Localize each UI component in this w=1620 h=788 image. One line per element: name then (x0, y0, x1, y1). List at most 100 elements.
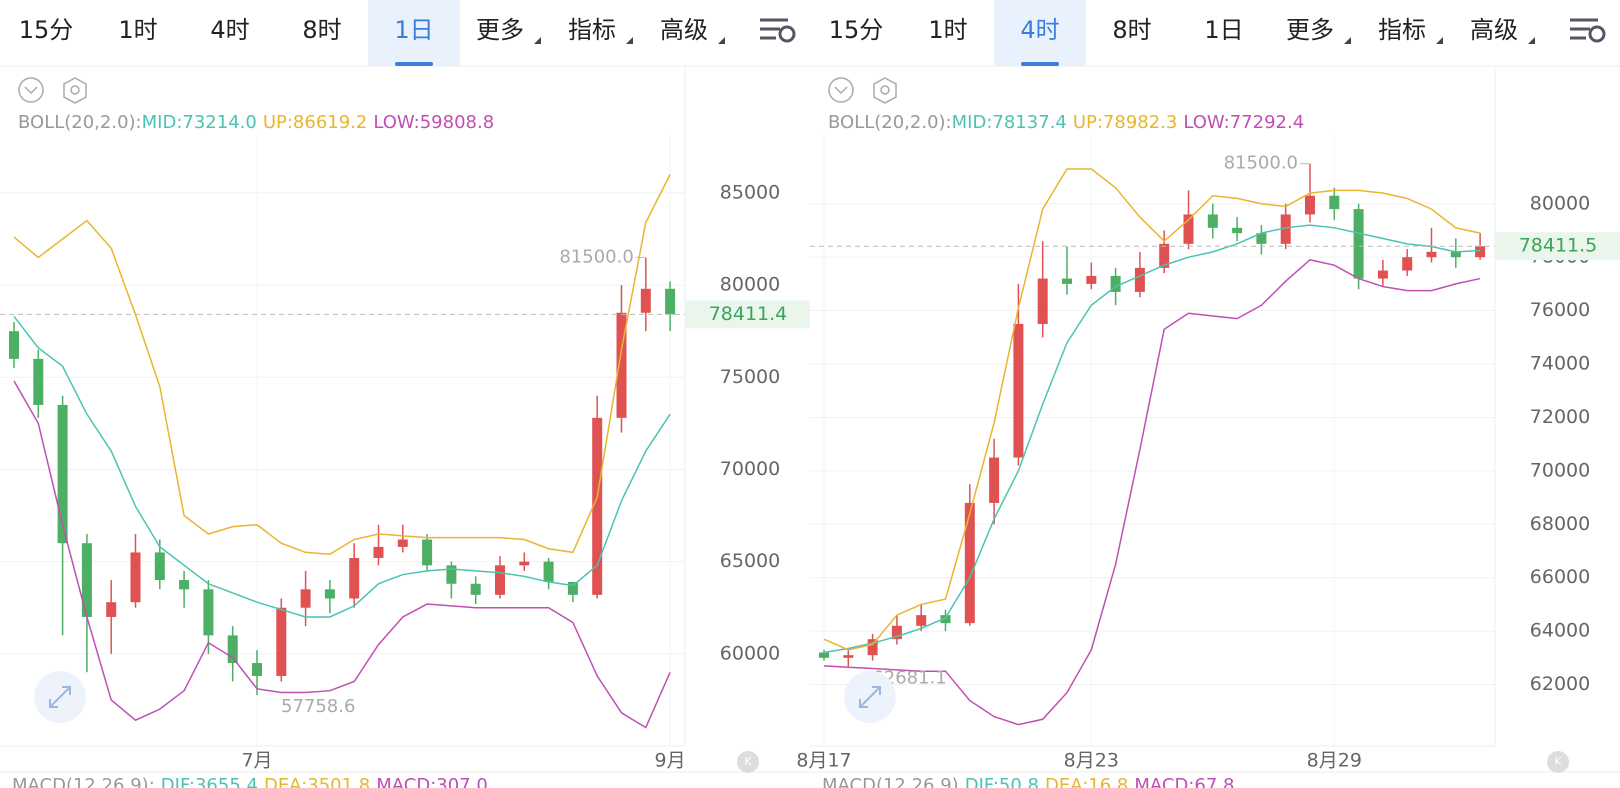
boll-line (13, 174, 671, 556)
collapse-icon[interactable] (828, 77, 854, 103)
tab[interactable]: 1日 (1204, 16, 1243, 44)
last-price-label: 78411.4 (709, 303, 788, 325)
candle-body (1134, 267, 1145, 292)
candle-body (640, 288, 651, 313)
candle-body (1402, 257, 1413, 271)
tab[interactable]: 4时 (1020, 16, 1059, 44)
candle-body (1280, 214, 1291, 244)
collapse-icon (834, 86, 848, 95)
max-label: 81500.0 (1224, 153, 1298, 174)
candle-body (81, 543, 92, 617)
candle-body (1159, 243, 1170, 268)
candle-body (616, 312, 627, 418)
y-tick-label: 80000 (1530, 192, 1590, 214)
y-tick-label: 65000 (720, 550, 780, 572)
tab[interactable]: 更多 (1286, 16, 1334, 44)
macd-value: DEA:3501.8 (264, 775, 370, 788)
candle-body (300, 589, 311, 608)
tab[interactable]: 指标 (568, 16, 616, 44)
candle-body (1232, 227, 1243, 234)
settings-icon[interactable] (1570, 18, 1598, 40)
candle-body (1475, 246, 1486, 258)
settings-icon[interactable] (778, 25, 796, 43)
tab[interactable]: 15分 (829, 16, 884, 44)
dropdown-arrow (534, 37, 541, 44)
macd-label: MACD(12,26,9): (12, 775, 155, 788)
tab[interactable]: 8时 (1112, 16, 1151, 44)
y-tick-label: 70000 (720, 458, 780, 480)
candle-body (203, 589, 214, 636)
x-tick-label: 8月29 (1307, 750, 1362, 772)
candle-body (964, 502, 975, 624)
candle-body (843, 655, 854, 658)
candle-body (1450, 251, 1461, 258)
indicator-label: BOLL(20,2.0): (18, 112, 142, 133)
candle-body (1426, 251, 1437, 258)
candle-body (470, 583, 481, 595)
y-tick-label: 66000 (1530, 566, 1590, 588)
tab-active-bg (368, 0, 460, 66)
macd-value: DIF:3655.4 (161, 775, 258, 788)
min-label: 57758.6 (281, 696, 355, 717)
tab[interactable]: 更多 (476, 16, 524, 44)
tab[interactable]: 4时 (210, 16, 249, 44)
tab[interactable]: 8时 (302, 16, 341, 44)
candle-body (592, 417, 603, 595)
candle-body (1110, 275, 1121, 292)
tab[interactable]: 指标 (1378, 16, 1426, 44)
tab-active-bg (994, 0, 1086, 66)
k-button[interactable] (737, 751, 759, 773)
settings-hex[interactable] (63, 77, 87, 104)
macd-header: MACD(12,26,9): DIF:3655.4 DEA:3501.8 MACD:3… (12, 775, 488, 788)
candle-body (891, 625, 902, 640)
tab[interactable]: 高级 (1470, 16, 1518, 44)
dropdown-arrow (718, 37, 725, 44)
candle-body (1062, 278, 1072, 284)
collapse-icon[interactable] (18, 77, 44, 103)
candle-body (1377, 270, 1388, 279)
y-tick-label: 72000 (1530, 406, 1590, 428)
candle-body (324, 589, 335, 599)
legend-entry: UP:78982.3 (1073, 112, 1178, 133)
y-tick-label: 62000 (1530, 673, 1590, 695)
macd-value: DIF:50.8 (965, 775, 1039, 788)
x-tick-label: 8月17 (796, 750, 851, 772)
y-tick-label: 74000 (1530, 353, 1590, 375)
legend-entry: MID:78137.4 (952, 112, 1067, 133)
settings-icon[interactable] (1588, 25, 1606, 43)
settings-icon[interactable] (760, 18, 788, 40)
tab[interactable]: 1日 (394, 16, 433, 44)
y-tick-label: 60000 (720, 642, 780, 664)
candle-body (349, 557, 360, 599)
legend-entry: UP:86619.2 (263, 112, 368, 133)
indicator-header: BOLL(20,2.0):MID:73214.0 UP:86619.2 LOW:59… (18, 112, 494, 133)
candle-body (916, 615, 927, 626)
last-price-label: 78411.5 (1519, 235, 1598, 257)
dropdown-arrow (1344, 37, 1351, 44)
k-button[interactable] (1547, 751, 1569, 773)
last-price-box (685, 300, 810, 329)
tab[interactable]: 1时 (118, 16, 157, 44)
candle-body (819, 652, 829, 658)
tab[interactable]: 高级 (660, 16, 708, 44)
settings-hex[interactable] (873, 77, 897, 104)
candle-body (397, 539, 408, 547)
legend-entry: LOW:77292.4 (1183, 112, 1304, 133)
tab[interactable]: 1时 (928, 16, 967, 44)
macd-value: MACD:307.0 (376, 775, 488, 788)
candle-body (276, 607, 287, 676)
candle-body (665, 288, 676, 315)
candle-body (130, 552, 141, 603)
candle-body (1329, 195, 1340, 210)
settings-hex (70, 85, 80, 95)
candle-body (1256, 233, 1267, 244)
legend-entry: LOW:59808.8 (373, 112, 494, 133)
candle-body (1207, 214, 1218, 228)
y-tick-label: 70000 (1530, 459, 1590, 481)
tab[interactable]: 15分 (19, 16, 74, 44)
candle-body (33, 358, 44, 405)
k-button-text: K (1554, 755, 1562, 768)
last-price-box (1495, 232, 1620, 261)
candle-body (1013, 323, 1024, 458)
candle-body (940, 615, 951, 624)
